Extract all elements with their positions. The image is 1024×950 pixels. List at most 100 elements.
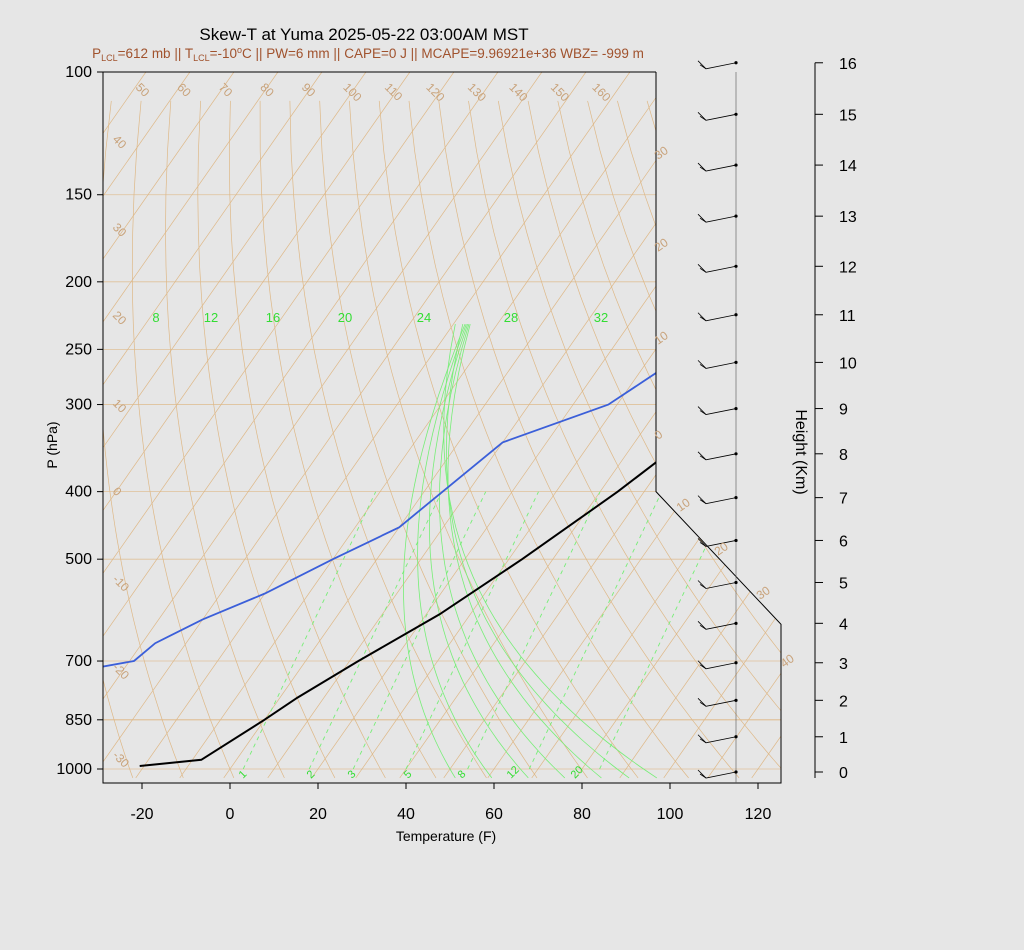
isotherm-line <box>103 72 455 779</box>
x-tick-label: -20 <box>130 806 153 823</box>
isotherm-line <box>103 72 543 779</box>
sub-rest: C || PW=6 mm || CAPE=0 J || MCAPE=9.9692… <box>242 46 644 61</box>
height-tick-label: 9 <box>839 402 848 419</box>
mixing-ratio-line <box>405 491 539 770</box>
x-tick-label: 80 <box>573 806 591 823</box>
y-axis-label: P (hPa) <box>44 421 60 468</box>
dry-adiabat-line <box>289 100 487 779</box>
wind-marker <box>734 214 738 218</box>
dry-adiabat-label: 10 <box>674 495 693 514</box>
p-tick-label: 150 <box>65 187 92 204</box>
height-tick-label: 14 <box>839 158 857 175</box>
wind-barb-flag <box>699 738 707 744</box>
wind-barb-flag <box>699 542 707 547</box>
isotherm-line <box>619 72 781 779</box>
isotherm-line <box>103 72 279 779</box>
wind-barb-flag <box>699 455 707 461</box>
height-axis-label: Height (Km) <box>792 409 809 494</box>
plot-area: -20 0 20 40 60 80 100 1201001502002503004005007… <box>56 56 1024 823</box>
p-tick-label: 500 <box>65 551 92 568</box>
moist-adiabat-line <box>417 323 493 779</box>
dry-adiabat-line <box>165 100 285 779</box>
moist-adiabat-label: 28 <box>504 310 518 325</box>
x-tick-label: 60 <box>485 806 503 823</box>
wind-barb-flag <box>699 115 707 121</box>
moist-adiabat-line <box>428 323 529 779</box>
moist-adiabat-label: 24 <box>417 310 431 325</box>
chart-title: Skew-T at Yuma 2025-05-22 03:00AM MST <box>199 25 528 44</box>
isotherm-line <box>103 72 367 779</box>
plot-background <box>103 72 781 783</box>
mixing-ratio-line <box>528 491 663 770</box>
x-axis-label: Temperature (F) <box>396 828 496 844</box>
isotherm-line <box>103 72 587 779</box>
moist-adiabat-label: 12 <box>204 310 218 325</box>
height-tick-label: 2 <box>839 693 848 710</box>
moist-adiabat-line <box>439 323 566 779</box>
wind-barb-flag <box>699 664 707 670</box>
height-tick-label: 4 <box>839 616 848 633</box>
dry-adiabat-line <box>408 100 689 779</box>
temperature-profile <box>139 72 781 767</box>
height-tick-label: 16 <box>839 56 857 73</box>
height-tick-label: 12 <box>839 259 857 276</box>
sub-p: P <box>92 46 101 61</box>
moist-adiabat-line <box>445 324 630 779</box>
height-tick-label: 7 <box>839 491 848 508</box>
wind-barb-flag <box>699 217 707 223</box>
height-tick-label: 11 <box>839 308 856 325</box>
dry-adiabat-line <box>349 100 588 779</box>
height-tick-label: 3 <box>839 656 848 673</box>
x-tick-label: 20 <box>309 806 327 823</box>
wind-barb-flag <box>699 410 707 415</box>
dry-adiabat-line <box>259 100 437 779</box>
moist-adiabat-label: 32 <box>594 310 608 325</box>
isotherm-line <box>663 72 781 779</box>
p-tick-label: 300 <box>65 397 92 414</box>
wind-marker <box>734 163 738 167</box>
mixing-ratio-line <box>308 491 443 770</box>
height-tick-label: 8 <box>839 447 848 464</box>
p-tick-label: 1000 <box>56 761 92 778</box>
height-tick-label: 10 <box>839 355 857 372</box>
wind-barb-flag <box>699 166 707 172</box>
dry-adiabat-line <box>527 100 781 779</box>
isotherm-line <box>223 72 719 779</box>
isotherm-line <box>103 72 411 779</box>
p-tick-label: 700 <box>65 653 92 670</box>
isotherm-line <box>840 72 1024 778</box>
p-tick-label: 200 <box>65 274 92 291</box>
wind-barb-flag <box>699 316 707 322</box>
isotherm-line <box>1016 72 1024 778</box>
chart-subtitle: PLCL=612 mb || TLCL=-10oC || PW=6 mm || … <box>92 45 644 63</box>
dry-adiabat-line <box>197 100 336 779</box>
wind-barb-flag <box>699 364 707 369</box>
isotherm-line <box>928 72 1024 778</box>
wind-barb-flag <box>699 773 707 779</box>
moist-adiabat-label: 16 <box>266 310 280 325</box>
sub-lcl2: LCL <box>193 53 210 63</box>
isotherm-line <box>399 72 781 779</box>
isotherm-line <box>103 72 499 779</box>
wind-barb-flag <box>699 267 707 273</box>
p-tick-label: 250 <box>65 341 92 358</box>
moist-adiabat-line <box>447 324 602 779</box>
sub-tlcl: =-10 <box>210 46 237 61</box>
isotherm-line <box>796 72 1024 778</box>
dry-adiabat-line <box>131 100 235 779</box>
isotherm-line <box>575 72 781 779</box>
isotherm-line <box>103 72 323 779</box>
mixing-ratio-line <box>467 491 601 770</box>
height-tick-label: 0 <box>839 765 848 782</box>
x-tick-label: 0 <box>226 806 235 823</box>
wind-barb-flag <box>699 701 707 707</box>
moist-adiabat-line <box>402 323 466 779</box>
mixing-ratio-line <box>242 491 377 770</box>
x-tick-label: 100 <box>657 806 684 823</box>
dry-adiabat-line <box>438 100 740 779</box>
wind-barb-flag <box>699 584 707 589</box>
dry-adiabat-line <box>468 100 781 779</box>
isotherm-line <box>179 72 675 779</box>
sub-deg: o <box>237 45 242 55</box>
dry-adiabat-line <box>497 100 781 779</box>
